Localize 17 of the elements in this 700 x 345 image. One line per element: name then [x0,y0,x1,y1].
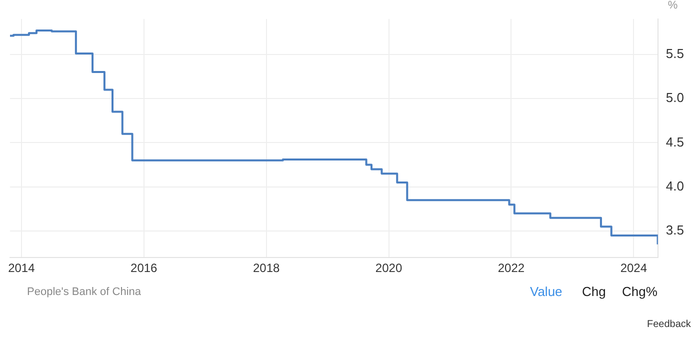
text: People's Bank of China [27,286,142,298]
x-tick-label: 2024 [620,261,648,276]
text: Chg [582,284,606,299]
x-tick-label: 2022 [498,261,525,276]
y-tick-label: 4.5 [666,134,684,150]
y-tick-label: 3.5 [666,222,684,238]
x-tick-label: 2020 [375,261,402,276]
text: Value [530,284,562,299]
x-tick-label: 2016 [130,261,158,276]
y-tick-label: 4.0 [666,178,684,194]
y-axis-title: % [668,0,678,12]
x-tick-label: 2014 [8,261,36,276]
x-tick-label: 2018 [252,261,280,276]
y-tick-label: 5.5 [666,46,684,61]
text: Chg% [622,284,658,299]
text: Feedback [647,319,691,330]
y-tick-label: 5.0 [666,90,684,106]
